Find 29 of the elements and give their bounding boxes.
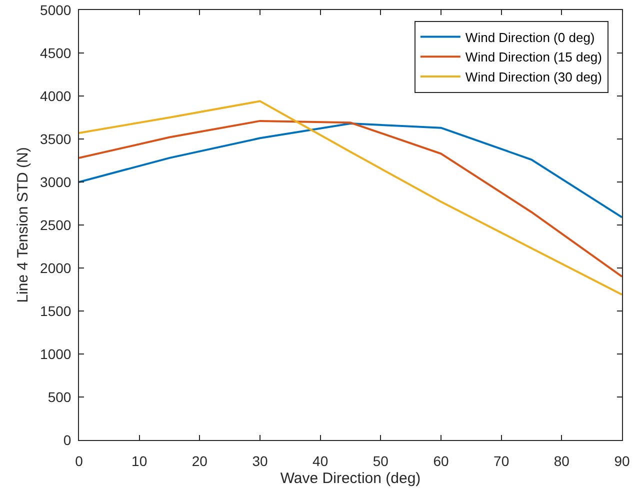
y-tick-label: 5000 [40, 2, 72, 18]
legend-label: Wind Direction (0 deg) [465, 30, 595, 45]
x-axis-title: Wave Direction (deg) [280, 470, 421, 487]
line-series [79, 100, 622, 296]
x-tick-label: 10 [132, 452, 148, 469]
x-tick-label: 20 [192, 452, 208, 469]
x-tick-label: 30 [252, 452, 268, 469]
x-tick-label: 40 [312, 452, 328, 469]
y-tick-label: 2000 [40, 260, 72, 276]
x-tick-label: 90 [614, 452, 630, 469]
y-tick-label: 4500 [40, 44, 72, 61]
x-tick-label: 80 [554, 452, 570, 469]
y-tick-label: 3000 [40, 174, 72, 190]
x-tick-label: 70 [494, 452, 510, 469]
line-series [79, 120, 622, 278]
y-tick-label: 1500 [40, 302, 72, 319]
y-tick-label: 0 [63, 432, 72, 448]
x-tick-label: 50 [372, 452, 389, 469]
y-tick-label: 500 [48, 388, 72, 405]
x-tick-label: 0 [75, 452, 84, 469]
y-axis-title: Line 4 Tension STD (N) [14, 147, 32, 303]
legend-label: Wind Direction (15 deg) [465, 50, 602, 65]
legend-label: Wind Direction (30 deg) [465, 70, 602, 85]
y-tick-label: 2500 [40, 216, 72, 233]
x-tick-label: 60 [433, 452, 449, 469]
line-series [79, 122, 622, 218]
y-tick-label: 3500 [40, 130, 72, 147]
y-tick-label: 1000 [40, 346, 72, 362]
y-tick-label: 4000 [40, 88, 72, 104]
